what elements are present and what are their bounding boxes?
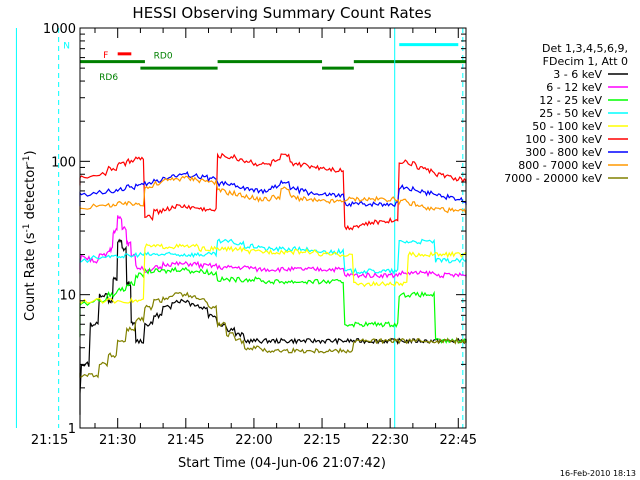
legend-label-2: 6 - 12 keV: [546, 81, 602, 94]
series-line-4: [79, 238, 467, 275]
y-axis-label-part1: Count Rate (s: [23, 232, 38, 321]
chart-title: HESSI Observing Summary Count Rates: [132, 4, 431, 22]
series-line-8: [79, 175, 467, 216]
flag-label-f: F: [103, 51, 108, 61]
series-line-3: [79, 266, 467, 345]
y-tick-label: 10: [59, 289, 76, 304]
y-axis-label: Count Rate (s-1 detector-1): [22, 150, 38, 321]
x-tick-label: 21:15: [31, 433, 68, 448]
flag-label-rd0: RD0: [154, 52, 173, 62]
x-axis-ticks: 21:15 21:30 21:45 22:00 22:15 22:30 22:45: [31, 28, 477, 448]
y-axis-label-part2: detector: [23, 164, 38, 224]
legend-label-9: 7000 - 20000 keV: [504, 172, 602, 185]
y-axis-label-sup2: -1: [22, 155, 32, 164]
legend: Det 1,3,4,5,6,9,FDecim 1, Att 03 - 6 keV…: [504, 42, 628, 185]
y-axis-label-sup1: -1: [22, 223, 32, 232]
x-tick-label: 22:00: [235, 433, 272, 448]
x-tick-label: 21:30: [99, 433, 136, 448]
legend-label-6: 100 - 300 keV: [525, 133, 602, 146]
series-line-5: [79, 243, 467, 305]
series-lines: [79, 152, 467, 415]
legend-label-3: 12 - 25 keV: [539, 94, 602, 107]
legend-label-1: 3 - 6 keV: [553, 68, 602, 81]
timestamp: 16-Feb-2010 18:13: [560, 469, 636, 478]
flag-label-n: N: [63, 42, 70, 52]
legend-header-line: Det 1,3,4,5,6,9,: [542, 42, 628, 55]
y-tick-label: 100: [51, 155, 76, 170]
x-tick-label: 22:30: [371, 433, 408, 448]
legend-header-line: FDecim 1, Att 0: [543, 55, 628, 68]
series-line-1: [79, 238, 467, 415]
y-axis-ticks: 1 10 100 1000: [43, 22, 466, 437]
series-line-6: [79, 152, 467, 231]
flag-bars: N F RD0 RD6: [63, 42, 466, 83]
legend-label-8: 800 - 7000 keV: [518, 159, 602, 172]
x-tick-label: 21:45: [167, 433, 204, 448]
flag-label-rd6: RD6: [99, 73, 118, 83]
vertical-markers: [15, 28, 464, 428]
y-tick-label: 1: [68, 422, 76, 437]
legend-label-7: 300 - 800 keV: [525, 146, 602, 159]
y-axis-label-part3: ): [23, 150, 38, 155]
x-axis-label: Start Time (04-Jun-06 21:07:42): [178, 456, 386, 471]
series-line-7: [79, 171, 467, 208]
legend-label-5: 50 - 100 keV: [532, 120, 602, 133]
series-line-9: [79, 291, 467, 379]
x-tick-label: 22:15: [303, 433, 340, 448]
x-tick-label: 22:45: [440, 433, 477, 448]
legend-label-4: 25 - 50 keV: [539, 107, 602, 120]
series-line-2: [79, 215, 467, 279]
y-tick-label: 1000: [43, 22, 76, 37]
plot-frame: [79, 27, 467, 429]
